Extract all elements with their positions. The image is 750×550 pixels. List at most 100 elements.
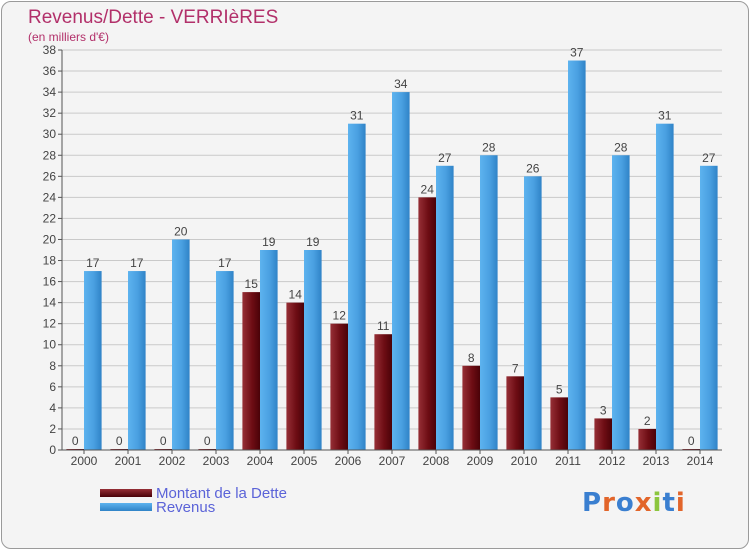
x-tick-label: 2004 bbox=[247, 454, 274, 468]
bar-debt bbox=[550, 397, 568, 450]
x-tick-label: 2011 bbox=[555, 454, 581, 468]
logo-letter: t bbox=[662, 488, 676, 518]
bar-revenus bbox=[568, 60, 586, 451]
y-tick-label: 2 bbox=[49, 422, 56, 436]
data-label-debt: 14 bbox=[289, 288, 303, 302]
y-tick-label: 18 bbox=[43, 254, 57, 268]
x-tick-label: 2010 bbox=[511, 454, 538, 468]
bar-debt bbox=[638, 428, 656, 450]
bar-debt bbox=[330, 323, 348, 450]
data-label-debt: 24 bbox=[421, 182, 435, 196]
data-label-debt: 0 bbox=[204, 434, 211, 448]
bar-revenus bbox=[128, 271, 146, 450]
data-label-revenus: 26 bbox=[526, 161, 540, 175]
legend-label-revenus: Revenus bbox=[156, 498, 216, 516]
logo-letter: i bbox=[675, 488, 686, 518]
x-tick-label: 2013 bbox=[643, 454, 670, 468]
data-label-debt: 3 bbox=[600, 403, 607, 417]
data-label-revenus: 34 bbox=[394, 77, 408, 91]
x-tick-label: 2009 bbox=[467, 454, 494, 468]
logo-letter: i bbox=[652, 488, 663, 518]
x-tick-label: 2006 bbox=[335, 454, 362, 468]
bar-revenus bbox=[304, 250, 322, 450]
data-label-revenus: 17 bbox=[130, 256, 144, 270]
data-label-debt: 0 bbox=[160, 434, 167, 448]
y-tick-label: 38 bbox=[43, 43, 57, 57]
logo-letter: r bbox=[602, 488, 616, 518]
data-label-revenus: 27 bbox=[702, 151, 716, 165]
data-label-revenus: 28 bbox=[614, 140, 628, 154]
x-tick-label: 2005 bbox=[291, 454, 318, 468]
y-tick-label: 0 bbox=[49, 443, 56, 457]
data-label-revenus: 19 bbox=[262, 235, 276, 249]
bar-revenus bbox=[480, 155, 498, 450]
data-label-debt: 8 bbox=[468, 351, 475, 365]
y-tick-label: 30 bbox=[43, 127, 57, 141]
data-label-debt: 2 bbox=[644, 414, 651, 428]
x-tick-label: 2002 bbox=[159, 454, 186, 468]
data-label-debt: 0 bbox=[116, 434, 123, 448]
data-label-revenus: 37 bbox=[570, 46, 584, 60]
bar-revenus bbox=[656, 123, 674, 451]
data-label-debt: 15 bbox=[245, 277, 259, 291]
x-tick-label: 2008 bbox=[423, 454, 450, 468]
y-tick-label: 24 bbox=[43, 190, 57, 204]
bar-revenus bbox=[392, 92, 410, 451]
y-tick-label: 28 bbox=[43, 148, 57, 162]
logo-letter: x bbox=[634, 488, 653, 518]
y-tick-label: 14 bbox=[43, 296, 57, 310]
y-tick-label: 4 bbox=[49, 401, 56, 415]
data-label-debt: 12 bbox=[333, 309, 347, 323]
bar-debt bbox=[506, 376, 524, 450]
bar-debt bbox=[286, 302, 304, 450]
logo-letter: P bbox=[582, 488, 603, 518]
x-tick-label: 2012 bbox=[599, 454, 626, 468]
x-tick-label: 2001 bbox=[115, 454, 142, 468]
proxiti-logo: Proxiti bbox=[582, 488, 686, 518]
data-label-revenus: 28 bbox=[482, 140, 496, 154]
x-tick-label: 2000 bbox=[71, 454, 98, 468]
y-tick-label: 10 bbox=[43, 338, 57, 352]
y-tick-label: 34 bbox=[43, 85, 57, 99]
legend-swatch-revenus bbox=[100, 503, 152, 511]
chart-title: Revenus/Dette - VERRIèRES bbox=[28, 7, 279, 28]
bar-revenus bbox=[436, 165, 454, 450]
data-label-debt: 0 bbox=[688, 434, 695, 448]
legend-swatch-debt bbox=[100, 489, 152, 497]
bar-debt bbox=[418, 197, 436, 450]
bar-debt bbox=[594, 418, 612, 450]
data-label-revenus: 27 bbox=[438, 151, 452, 165]
bar-debt bbox=[242, 292, 260, 450]
legend-label-debt: Montant de la Dette bbox=[156, 484, 287, 502]
y-tick-label: 36 bbox=[43, 64, 57, 78]
data-label-revenus: 19 bbox=[306, 235, 320, 249]
bar-revenus bbox=[700, 165, 718, 450]
bar-revenus bbox=[216, 271, 234, 450]
y-tick-label: 16 bbox=[43, 275, 57, 289]
bar-revenus bbox=[260, 250, 278, 450]
bar-revenus bbox=[84, 271, 102, 450]
data-label-debt: 11 bbox=[377, 319, 390, 333]
x-tick-label: 2014 bbox=[687, 454, 714, 468]
y-tick-label: 32 bbox=[43, 106, 57, 120]
data-label-debt: 7 bbox=[512, 361, 519, 375]
bar-debt bbox=[374, 334, 392, 450]
data-label-revenus: 31 bbox=[658, 109, 672, 123]
logo-letter: o bbox=[615, 488, 635, 518]
data-label-revenus: 17 bbox=[86, 256, 100, 270]
legend-item-debt: Montant de la Dette bbox=[100, 484, 287, 502]
chart-legend: Montant de la Dette Revenus bbox=[100, 484, 287, 516]
data-label-revenus: 17 bbox=[218, 256, 232, 270]
data-label-debt: 5 bbox=[556, 382, 563, 396]
x-tick-label: 2003 bbox=[203, 454, 230, 468]
bar-revenus bbox=[348, 123, 366, 451]
data-label-debt: 0 bbox=[72, 434, 79, 448]
bar-debt bbox=[462, 365, 480, 450]
chart-subtitle: (en milliers d'€) bbox=[28, 30, 109, 44]
y-tick-label: 8 bbox=[49, 359, 56, 373]
y-tick-label: 12 bbox=[43, 317, 57, 331]
y-tick-label: 20 bbox=[43, 232, 57, 246]
bar-revenus bbox=[524, 176, 542, 450]
data-label-revenus: 31 bbox=[350, 109, 364, 123]
